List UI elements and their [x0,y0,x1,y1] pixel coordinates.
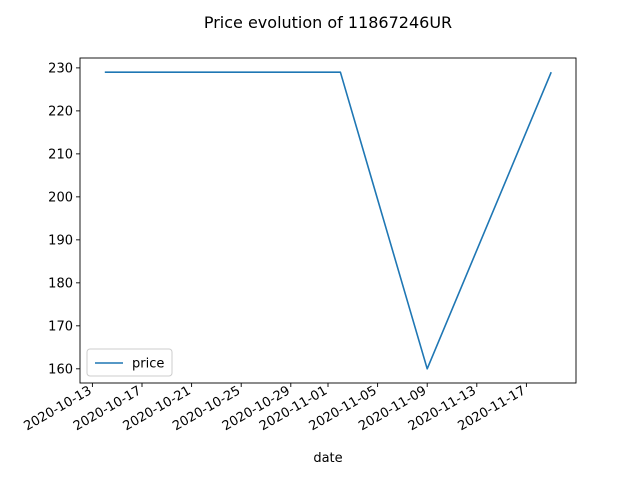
y-tick-label: 210 [48,147,73,162]
axes [79,57,577,384]
y-tick-label: 230 [48,61,73,76]
series-line-price [104,71,552,370]
legend-label-price: price [132,357,164,372]
legend: price [86,348,173,377]
y-tick-label: 180 [48,276,73,291]
y-tick-label: 160 [48,362,73,377]
ticks: 1601701801902002102202302020-10-132020-1… [21,61,528,434]
axes-frame [79,57,577,384]
y-tick-label: 170 [48,319,73,334]
y-tick-label: 200 [48,190,73,205]
y-tick-label: 190 [48,233,73,248]
legend-box [86,348,173,377]
plot-area [104,71,552,370]
x-axis-label: date [313,451,342,466]
y-tick-label: 220 [48,104,73,119]
chart-title: Price evolution of 11867246UR [204,13,452,32]
